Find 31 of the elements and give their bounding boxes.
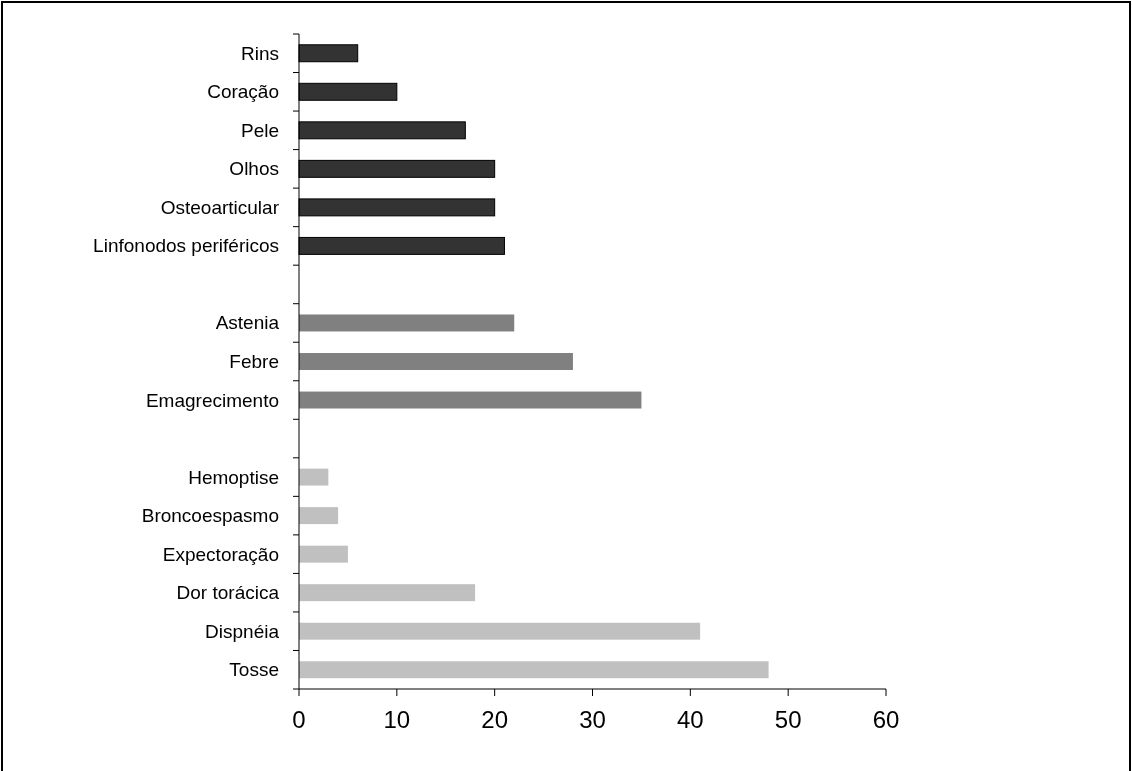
bar — [299, 353, 573, 370]
y-tick-label: Febre — [229, 351, 279, 372]
bar — [299, 507, 339, 525]
x-tick-label: 0 — [292, 705, 306, 733]
y-tick-label: Astenia — [215, 312, 280, 334]
bar — [299, 584, 476, 602]
y-tick-label: Dispnéia — [205, 620, 280, 642]
y-tick-label: Dor torácica — [176, 582, 280, 604]
y-tick-label: Coração — [207, 81, 279, 103]
y-tick-label: Rins — [240, 42, 279, 64]
x-tick-label: 30 — [579, 705, 606, 733]
y-tick-label: Linfonodos periféricos — [93, 235, 279, 257]
y-tick-label: Osteoarticular — [160, 196, 280, 218]
bar — [299, 622, 701, 640]
y-tick-label: Expectoração — [162, 543, 279, 565]
bar — [299, 468, 329, 486]
x-tick-label: 40 — [676, 705, 704, 733]
bar — [299, 391, 642, 409]
x-tick-label: 50 — [774, 705, 802, 733]
y-tick-label: Tosse — [229, 659, 279, 681]
y-tick-label: Broncoespasmo — [141, 505, 279, 527]
x-tick-label: 60 — [872, 705, 900, 733]
y-tick-label: Emagrecimento — [145, 389, 279, 411]
y-tick-label: Hemoptise — [188, 466, 279, 488]
y-tick-label: Pele — [240, 119, 279, 141]
bar — [299, 545, 348, 563]
y-tick-label: Olhos — [229, 158, 279, 180]
x-tick-label: 20 — [481, 705, 509, 733]
bar — [299, 661, 769, 679]
bar — [299, 314, 515, 332]
x-tick-label: 10 — [383, 705, 411, 733]
